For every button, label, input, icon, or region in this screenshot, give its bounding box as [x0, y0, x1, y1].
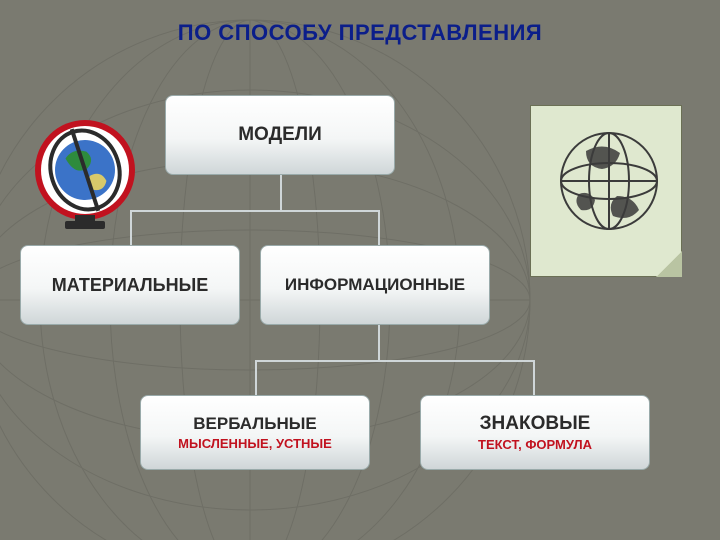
globe-card-icon [531, 106, 681, 276]
node-material-label: МАТЕРИАЛЬНЫЕ [52, 275, 208, 296]
node-root: МОДЕЛИ [165, 95, 395, 175]
node-material: МАТЕРИАЛЬНЫЕ [20, 245, 240, 325]
node-sign: ЗНАКОВЫЕ ТЕКСТ, ФОРМУЛА [420, 395, 650, 470]
slide-title: ПО СПОСОБУ ПРЕДСТАВЛЕНИЯ [0, 20, 720, 46]
node-root-label: МОДЕЛИ [238, 124, 322, 146]
node-information: ИНФОРМАЦИОННЫЕ [260, 245, 490, 325]
globe-left-icon [30, 115, 140, 245]
slide-canvas: ПО СПОСОБУ ПРЕДСТАВЛЕНИЯ МОДЕЛИ МАТЕРИАЛ… [0, 0, 720, 540]
node-verbal-sublabel: МЫСЛЕННЫЕ, УСТНЫЕ [178, 436, 332, 451]
node-sign-label: ЗНАКОВЫЕ [480, 413, 591, 435]
node-verbal: ВЕРБАЛЬНЫЕ МЫСЛЕННЫЕ, УСТНЫЕ [140, 395, 370, 470]
node-verbal-label: ВЕРБАЛЬНЫЕ [193, 414, 316, 434]
node-sign-sublabel: ТЕКСТ, ФОРМУЛА [478, 437, 592, 452]
globe-card [530, 105, 682, 277]
node-information-label: ИНФОРМАЦИОННЫЕ [285, 275, 465, 295]
